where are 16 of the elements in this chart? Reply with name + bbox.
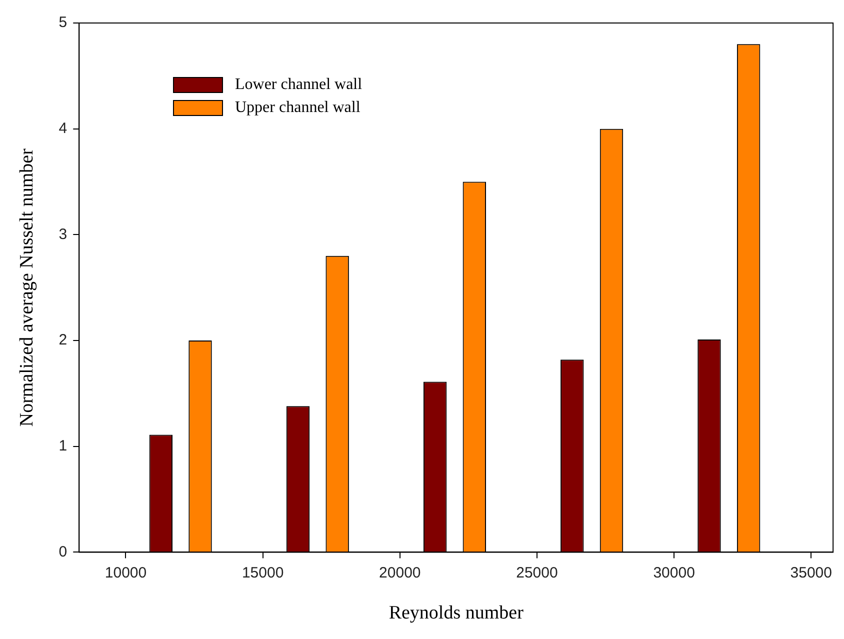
y-tick-label: 3 [58, 226, 68, 243]
x-tick-label: 35000 [790, 564, 832, 582]
x-tick-label: 30000 [653, 564, 695, 582]
y-tick-label: 0 [58, 543, 68, 560]
x-tick-label: 20000 [379, 564, 421, 582]
y-tick-label: 2 [58, 332, 68, 349]
y-axis-title: Normalized average Nusselt number [16, 148, 38, 427]
legend-label: Lower channel wall [235, 76, 362, 94]
y-tick-label: 1 [58, 438, 68, 454]
legend-label: Upper channel wall [235, 99, 360, 117]
x-tick-label: 10000 [104, 564, 147, 582]
x-tick-label: 15000 [242, 564, 284, 582]
x-axis-title: Reynolds number [388, 602, 524, 624]
x-tick-label: 25000 [516, 564, 558, 582]
y-tick-label: 4 [58, 120, 68, 137]
y-tick-label: 5 [58, 14, 68, 32]
